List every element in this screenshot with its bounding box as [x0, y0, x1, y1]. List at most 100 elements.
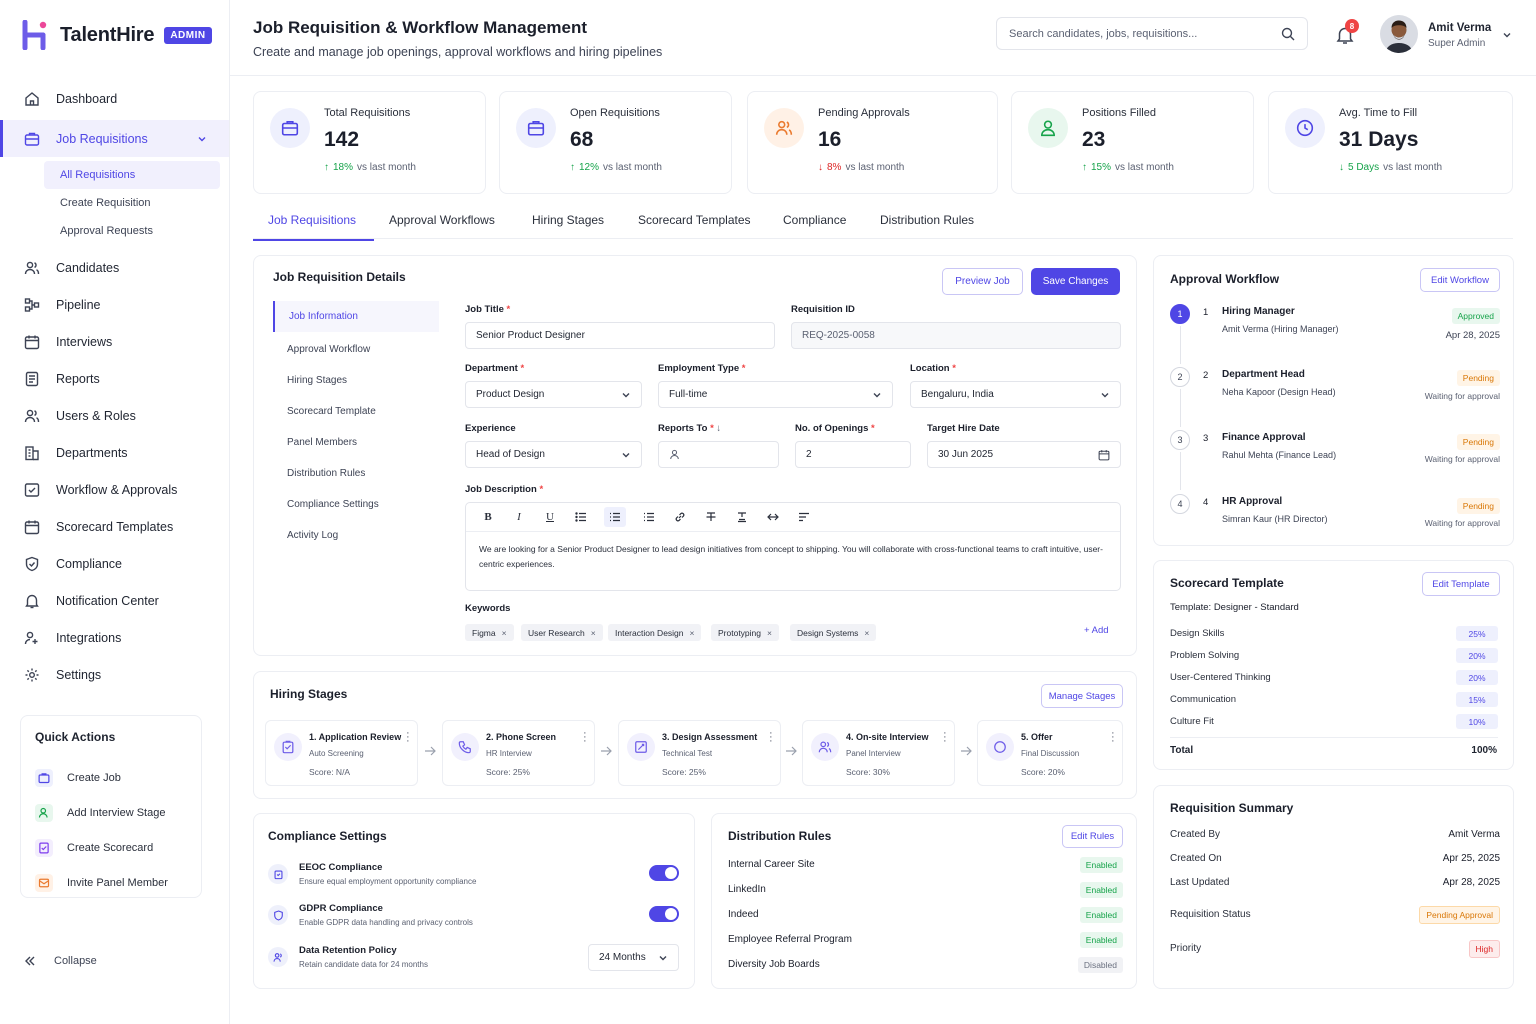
sidebar-item-settings[interactable]: Settings	[0, 656, 229, 693]
reports-to-field[interactable]	[658, 441, 779, 468]
section-nav-job-information[interactable]: Job Information	[273, 301, 439, 332]
eeoc-toggle[interactable]	[649, 865, 679, 881]
remove-icon[interactable]: ×	[501, 627, 507, 638]
quick-actions-title: Quick Actions	[35, 730, 116, 744]
remove-icon[interactable]: ×	[590, 627, 596, 638]
quick-action-invite-panel-member[interactable]: Invite Panel Member	[35, 865, 187, 900]
avatar[interactable]	[1380, 15, 1418, 53]
section-nav-activity-log[interactable]: Activity Log	[287, 530, 339, 541]
search-input[interactable]	[1009, 27, 1269, 40]
quick-action-create-scorecard[interactable]: Create Scorecard	[35, 830, 187, 865]
sidebar-item-notification-center[interactable]: Notification Center	[0, 582, 229, 619]
section-nav-distribution-rules[interactable]: Distribution Rules	[287, 468, 366, 479]
arrow-down-icon: ↓	[818, 162, 823, 173]
job-description-text[interactable]: We are looking for a Senior Product Desi…	[479, 544, 1103, 569]
section-nav-hiring-stages[interactable]: Hiring Stages	[287, 375, 348, 386]
sidebar-item-dashboard[interactable]: Dashboard	[0, 80, 229, 117]
preview-job-button[interactable]: Preview Job	[942, 268, 1023, 295]
sidebar-item-scorecard-templates[interactable]: Scorecard Templates	[0, 508, 229, 545]
app-logo[interactable]: TalentHire ADMIN	[22, 20, 212, 50]
step-index: 4	[1203, 497, 1209, 508]
sidebar-item-reports[interactable]: Reports	[0, 360, 229, 397]
gdpr-toggle[interactable]	[649, 906, 679, 922]
section-nav-scorecard-template[interactable]: Scorecard Template	[287, 406, 376, 417]
stage-card[interactable]: 5. Offer Final Discussion Score: 20% · · ·	[977, 720, 1123, 786]
retention-period-select[interactable]: 24 Months	[588, 944, 679, 971]
tab-hiring-stages[interactable]: Hiring Stages	[532, 213, 605, 227]
stage-card[interactable]: 4. On-site Interview Panel Interview Sco…	[802, 720, 955, 786]
more-vertical-icon[interactable]: · · ·	[1111, 727, 1115, 747]
job-requisition-details-card: Job Requisition Details Preview Job Save…	[253, 255, 1137, 656]
stage-card[interactable]: 3. Design Assessment Technical Test Scor…	[618, 720, 781, 786]
edit-rules-button[interactable]: Edit Rules	[1062, 825, 1123, 848]
remove-icon[interactable]: ×	[767, 627, 772, 638]
code-icon[interactable]	[765, 509, 781, 525]
edit-template-button[interactable]: Edit Template	[1422, 572, 1500, 596]
bold-icon[interactable]: B	[484, 511, 492, 523]
more-vertical-icon[interactable]: · · ·	[583, 727, 587, 747]
format-icon[interactable]	[734, 509, 750, 525]
sidebar-item-compliance[interactable]: Compliance	[0, 545, 229, 582]
openings-field[interactable]: 2	[795, 441, 911, 468]
more-vertical-icon[interactable]: · · ·	[769, 727, 773, 747]
search-icon[interactable]	[1281, 27, 1295, 41]
sidebar-item-workflow-approvals[interactable]: Workflow & Approvals	[0, 471, 229, 508]
tab-job-requisitions[interactable]: Job Requisitions	[253, 213, 375, 241]
target-hire-date-field[interactable]: 30 Jun 2025	[927, 441, 1121, 468]
remove-icon[interactable]: ×	[689, 627, 695, 638]
section-nav-panel-members[interactable]: Panel Members	[287, 437, 358, 448]
manage-stages-button[interactable]: Manage Stages	[1041, 684, 1123, 708]
strikethrough-icon[interactable]	[703, 509, 719, 525]
requisition-id-label: Requisition ID	[791, 304, 855, 315]
quick-action-add-interview-stage[interactable]: Add Interview Stage	[35, 795, 187, 830]
section-nav-approval-workflow[interactable]: Approval Workflow	[287, 344, 371, 355]
calendar-icon[interactable]	[1098, 449, 1110, 461]
job-title-field[interactable]: Senior Product Designer	[465, 322, 775, 349]
chevron-down-icon[interactable]	[1502, 30, 1512, 40]
stage-card[interactable]: 2. Phone Screen HR Interview Score: 25% …	[442, 720, 595, 786]
collapse-button[interactable]: Collapse	[24, 955, 97, 967]
location-select[interactable]: Bengaluru, India	[910, 381, 1121, 408]
scorecard-template-card: Scorecard Template Edit Template Templat…	[1153, 560, 1514, 770]
sidebar-item-interviews[interactable]: Interviews	[0, 323, 229, 360]
sidebar-item-users-roles[interactable]: Users & Roles	[0, 397, 229, 434]
criterion-weight: 25%	[1456, 626, 1498, 641]
sidebar-item-departments[interactable]: Departments	[0, 434, 229, 471]
section-nav-compliance-settings[interactable]: Compliance Settings	[287, 499, 379, 510]
numbered-list-icon[interactable]	[604, 507, 626, 527]
quick-action-create-job[interactable]: Create Job	[35, 760, 187, 795]
experience-select[interactable]: Head of Design	[465, 441, 642, 468]
add-keyword-button[interactable]: + Add	[1084, 625, 1109, 636]
step-connector	[1180, 326, 1181, 364]
more-vertical-icon[interactable]: · · ·	[943, 727, 947, 747]
distribution-row: Employee Referral Program Enabled	[728, 931, 1123, 951]
arrow-right-icon	[425, 746, 436, 756]
sidebar-subitem-all-requisitions[interactable]: All Requisitions	[44, 161, 220, 189]
sidebar-subitem-create-requisition[interactable]: Create Requisition	[60, 197, 151, 209]
align-left-icon[interactable]	[796, 509, 812, 525]
tab-distribution-rules[interactable]: Distribution Rules	[880, 213, 975, 227]
tab-compliance[interactable]: Compliance	[783, 213, 847, 227]
edit-workflow-button[interactable]: Edit Workflow	[1420, 268, 1500, 292]
employment-type-select[interactable]: Full-time	[658, 381, 893, 408]
sidebar-item-integrations[interactable]: Integrations	[0, 619, 229, 656]
sidebar-item-job-requisitions[interactable]: Job Requisitions	[0, 120, 229, 157]
stage-card[interactable]: 1. Application Review Auto Screening Sco…	[265, 720, 418, 786]
underline-icon[interactable]: U	[546, 511, 554, 523]
link-icon[interactable]	[672, 509, 688, 525]
sidebar-item-candidates[interactable]: Candidates	[0, 249, 229, 286]
sidebar-item-pipeline[interactable]: Pipeline	[0, 286, 229, 323]
checklist-icon[interactable]	[641, 509, 657, 525]
remove-icon[interactable]: ×	[864, 627, 870, 638]
department-select[interactable]: Product Design	[465, 381, 642, 408]
save-changes-button[interactable]: Save Changes	[1031, 268, 1120, 295]
italic-icon[interactable]: I	[517, 511, 521, 523]
sidebar-subitem-approval-requests[interactable]: Approval Requests	[60, 225, 153, 237]
arrow-down-icon: ↓	[1339, 162, 1344, 173]
distribution-row: LinkedIn Enabled	[728, 881, 1123, 901]
tab-approval-workflows[interactable]: Approval Workflows	[389, 213, 495, 227]
more-vertical-icon[interactable]: · · ·	[406, 727, 410, 747]
bullet-list-icon[interactable]	[573, 509, 589, 525]
tab-scorecard-templates[interactable]: Scorecard Templates	[638, 213, 751, 227]
sidebar-item-label: Notification Center	[56, 593, 159, 608]
